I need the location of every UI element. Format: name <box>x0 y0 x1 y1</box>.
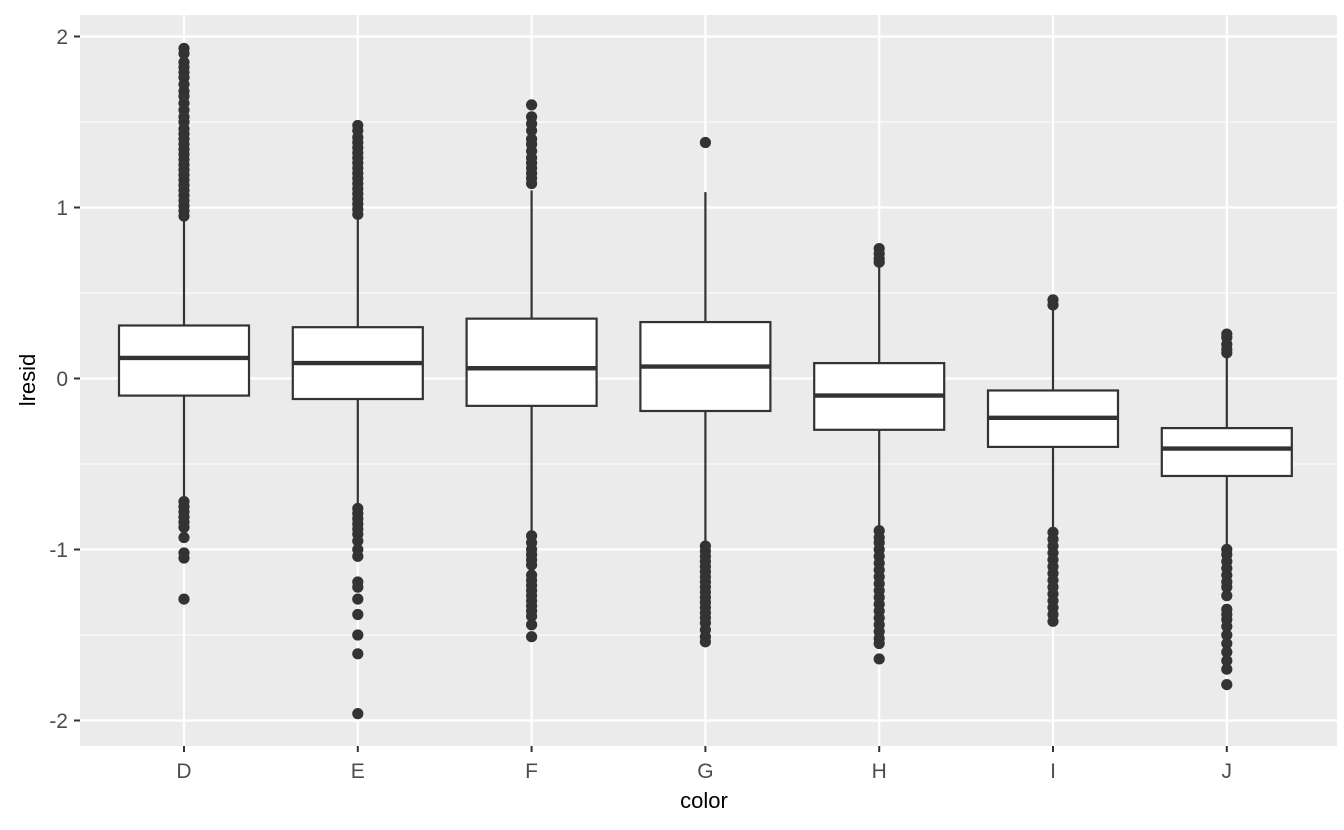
outlier-point <box>873 653 885 665</box>
outlier-point <box>1221 655 1233 667</box>
outlier-point <box>352 708 364 720</box>
iqr-box <box>465 317 598 407</box>
y-tick-label: 0 <box>56 368 68 391</box>
iqr-box <box>1160 426 1293 478</box>
outlier-point <box>526 559 538 571</box>
outlier-point <box>1221 620 1233 633</box>
box-H <box>813 242 946 665</box>
x-tick-label: J <box>1222 760 1233 783</box>
outlier-point <box>1221 629 1233 641</box>
outlier-point <box>1221 590 1233 602</box>
y-tick-label: 1 <box>56 197 68 220</box>
outlier-point <box>699 136 712 149</box>
outlier-point <box>178 531 190 544</box>
box-F <box>465 99 598 643</box>
outlier-point <box>352 208 364 220</box>
axes: -2 -1 0 1 2 D E F G H I J <box>49 26 1232 783</box>
x-tick-label: G <box>697 760 713 783</box>
outlier-point <box>352 593 364 605</box>
x-tick-label: H <box>872 760 887 783</box>
box-J <box>1160 328 1293 691</box>
outlier-point <box>352 535 364 547</box>
outlier-point <box>178 521 190 533</box>
outlier-point <box>178 210 190 222</box>
box-G <box>639 136 772 648</box>
y-axis-title: lresid <box>15 354 40 407</box>
outlier-point <box>178 593 190 605</box>
outlier-point <box>352 550 364 562</box>
outlier-point <box>178 48 190 60</box>
outlier-point <box>352 629 364 641</box>
outlier-point <box>526 99 538 111</box>
outlier-point <box>1221 637 1233 650</box>
y-tick-label: -2 <box>49 710 68 733</box>
outlier-point <box>873 256 885 268</box>
outlier-point <box>1221 581 1233 593</box>
iqr-box <box>117 324 251 397</box>
x-tick-label: E <box>351 760 365 783</box>
outlier-point <box>526 619 538 631</box>
outlier-point <box>526 124 538 137</box>
x-tick-label: D <box>176 760 191 783</box>
box-E <box>291 119 424 720</box>
outlier-point <box>1221 646 1233 658</box>
boxes-layer <box>117 42 1293 720</box>
outlier-point <box>526 631 538 643</box>
outlier-point <box>352 648 364 660</box>
box-D <box>117 42 251 605</box>
outlier-point <box>1047 615 1059 627</box>
x-axis-title: color <box>680 788 728 813</box>
outlier-point <box>1047 299 1059 311</box>
outlier-point <box>1221 663 1233 675</box>
box-I <box>986 294 1120 627</box>
x-tick-label: I <box>1050 760 1056 783</box>
outlier-point <box>1221 678 1233 691</box>
outlier-point <box>873 637 885 650</box>
outlier-point <box>178 552 190 564</box>
y-tick-label: -1 <box>49 539 68 562</box>
y-tick-label: 2 <box>56 26 68 49</box>
outlier-point <box>526 610 538 622</box>
outlier-point <box>352 608 364 621</box>
outlier-point <box>352 581 364 593</box>
outlier-point <box>1221 347 1233 359</box>
outlier-point <box>699 636 712 648</box>
outlier-point <box>526 177 538 190</box>
x-tick-label: F <box>525 760 538 783</box>
